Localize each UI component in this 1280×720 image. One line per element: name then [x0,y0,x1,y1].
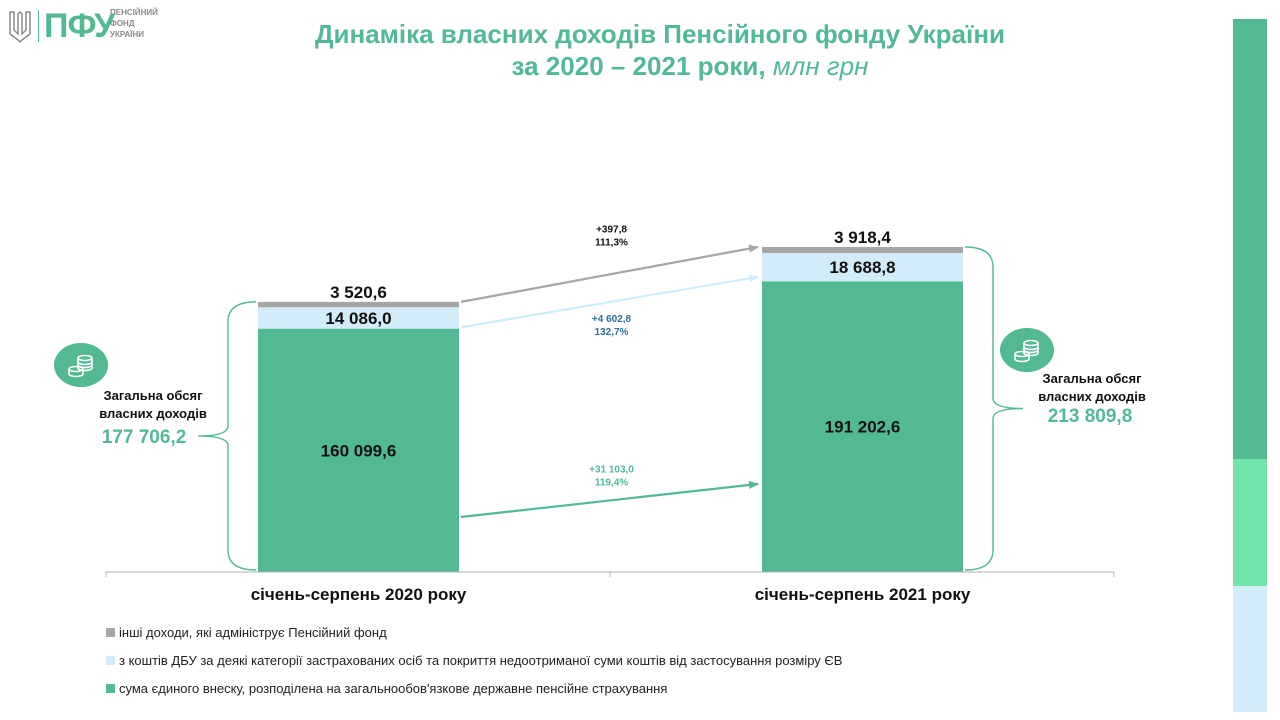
coins-icon [1000,328,1054,372]
page-title: Динаміка власних доходів Пенсійного фонд… [300,18,1020,82]
legend-item-single-contribution: сума єдиного внеску, розподілена на зага… [106,674,842,702]
logo-mark: ПФУ [44,7,115,45]
x-axis: січень-серпень 2020 року січень-серпень 2… [105,571,1115,604]
change-arrow-other [460,244,759,303]
total-value-2021: 213 809,8 [1047,406,1133,427]
sidebar-green [1233,19,1267,459]
total-braces [197,246,1024,571]
bar-state_budget-0 [258,307,459,329]
change-delta-other: +397,8 [596,224,627,235]
bar-other-1 [762,247,963,253]
bar-single_contribution-1 [762,281,963,572]
sidebar-mint [1233,459,1267,586]
legend-label: сума єдиного внеску, розподілена на зага… [119,680,668,696]
total-caption-2021: Загальна обсяг власних доходів [1038,371,1146,404]
total-value-2020: 177 706,2 [101,427,187,448]
title-line-1: Динаміка власних доходів Пенсійного фонд… [314,19,1006,49]
bars-group: 160 099,6 14 086,0 3 520,6 191 202,6 18 688,… [258,228,963,572]
change-arrow-single_contribution [460,481,759,519]
bar-state_budget-1 [762,252,963,282]
bar-other-0 [258,301,459,308]
legend: інші доходи, які адмініструє Пенсійний ф… [106,618,842,702]
category-label-1: січень-серпень 2021 року [755,585,971,604]
data-label-single_contribution-1: 191 202,6 [825,418,901,437]
title-period: за 2020 – 2021 роки, [511,51,766,81]
legend-swatch [106,655,115,665]
logo-text-line: УКРАЇНИ [110,30,145,39]
logo-text: ПЕНСІЙНИЙ ФОНД УКРАЇНИ [110,7,170,40]
legend-swatch [106,627,115,637]
data-label-other-1: 3 918,4 [834,228,891,247]
change-pct-state_budget: 132,7% [595,327,629,338]
data-label-state_budget-1: 18 688,8 [829,258,895,277]
change-arrows: +397,8 111,3% +4 602,8 132,7% +31 103,0 119,4… [460,224,759,519]
trident-emblem-icon [9,10,31,44]
sidebar-lightblue [1233,586,1267,712]
legend-swatch [106,683,115,693]
legend-item-state-budget: з коштів ДБУ за деякі категорії застрахо… [106,646,842,674]
stacked-bar-chart: 160 099,6 14 086,0 3 520,6 191 202,6 18 688,… [105,224,1115,604]
category-label-0: січень-серпень 2020 року [251,585,467,604]
logo-text-line: ФОНД [110,19,135,28]
legend-label: з коштів ДБУ за деякі категорії застрахо… [119,652,843,668]
total-brace [197,301,257,571]
logo-text-line: ПЕНСІЙНИЙ [110,8,158,17]
coins-icon [54,343,108,387]
data-label-state_budget-0: 14 086,0 [325,309,391,328]
bar-single_contribution-0 [258,328,459,572]
change-delta-state_budget: +4 602,8 [592,314,632,325]
change-delta-single_contribution: +31 103,0 [589,465,634,476]
data-label-single_contribution-0: 160 099,6 [321,441,397,460]
change-arrow-state_budget [460,274,759,329]
legend-item-other: інші доходи, які адмініструє Пенсійний ф… [106,618,842,646]
total-caption-2020: Загальна обсяг власних доходів [99,388,207,421]
total-brace [964,246,1024,571]
logo-separator [38,10,39,42]
legend-label: інші доходи, які адмініструє Пенсійний ф… [119,624,387,640]
title-line-2: за 2020 – 2021 роки, млн грн [300,50,1020,82]
change-pct-other: 111,3% [595,237,628,248]
data-label-other-0: 3 520,6 [330,283,387,302]
pfu-logo: ПФУ ПЕНСІЙНИЙ ФОНД УКРАЇНИ [6,4,158,46]
change-pct-single_contribution: 119,4% [595,478,628,489]
title-units: млн грн [765,51,869,81]
